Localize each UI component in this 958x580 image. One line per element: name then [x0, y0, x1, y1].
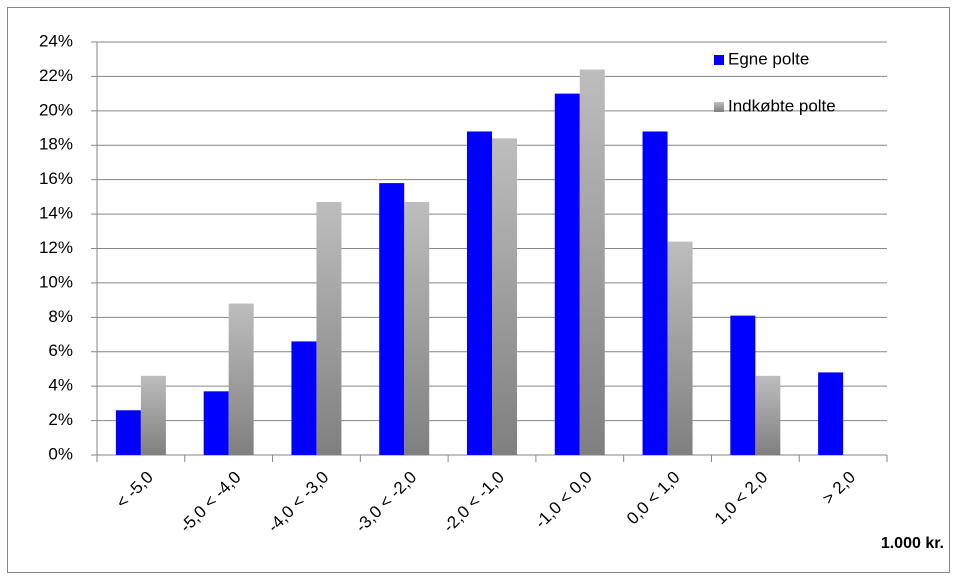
bar: [140, 375, 166, 455]
y-tick-label: 24%: [39, 31, 73, 50]
legend-label: Egne polte: [728, 49, 809, 68]
x-axis-label: 1.000 kr.: [881, 535, 944, 552]
y-tick-label: 8%: [48, 307, 73, 326]
bar: [291, 341, 317, 455]
y-tick-label: 18%: [39, 135, 73, 154]
y-tick-label: 22%: [39, 66, 73, 85]
bar: [404, 202, 430, 455]
y-tick-label: 2%: [48, 410, 73, 429]
bar: [667, 241, 693, 455]
y-tick-label: 12%: [39, 238, 73, 257]
y-tick-label: 14%: [39, 204, 73, 223]
bar: [818, 372, 844, 455]
legend-swatch: [714, 55, 724, 65]
bar: [203, 391, 229, 455]
bar: [379, 183, 405, 455]
bar: [115, 410, 141, 455]
bar: [492, 138, 517, 455]
bar: [755, 375, 781, 455]
legend-label: Indkøbte polte: [728, 96, 836, 115]
y-tick-label: 6%: [48, 341, 73, 360]
bar: [642, 131, 668, 455]
bar: [467, 131, 492, 455]
y-tick-label: 20%: [39, 100, 73, 119]
bar: [554, 93, 580, 455]
y-tick-label: 16%: [39, 169, 73, 188]
bar: [228, 303, 254, 455]
bar: [579, 69, 605, 456]
bar: [316, 202, 342, 455]
y-tick-label: 10%: [39, 272, 73, 291]
legend-swatch: [714, 102, 724, 112]
y-tick-label: 4%: [48, 376, 73, 395]
y-tick-label: 0%: [48, 444, 73, 463]
bar: [730, 315, 756, 455]
